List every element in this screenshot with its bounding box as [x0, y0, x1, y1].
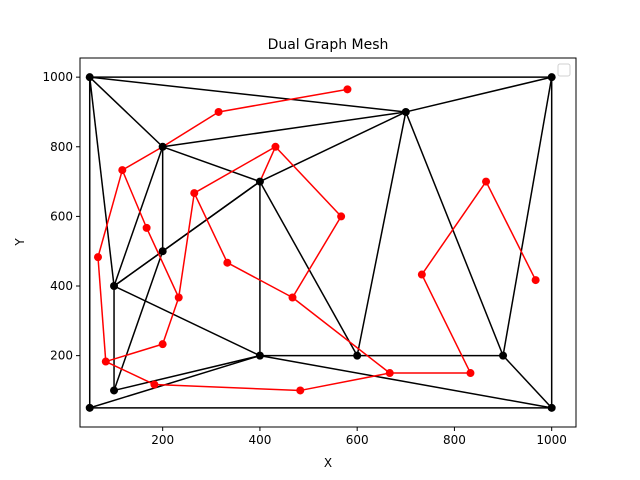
dual-vertex	[118, 166, 127, 175]
dual-edge	[485, 181, 537, 281]
mesh-vertex	[85, 73, 94, 82]
dual-edge	[177, 192, 196, 298]
mesh-edge	[162, 146, 261, 183]
dual-edge	[105, 343, 163, 363]
mesh-vertex	[547, 73, 556, 82]
x-axis-label: X	[324, 456, 332, 470]
dual-vertex	[174, 293, 183, 302]
mesh-vertex	[110, 386, 119, 395]
mesh-vertex	[255, 351, 264, 360]
dual-edge	[145, 227, 180, 298]
mesh-vertex	[158, 142, 167, 151]
mesh-edge	[89, 76, 164, 148]
mesh-edge	[88, 77, 115, 287]
mesh-edge	[356, 111, 407, 356]
dual-edge	[97, 169, 124, 258]
mesh-edge	[113, 146, 164, 287]
x-tick-label: 1000	[536, 433, 567, 447]
plot-area	[85, 73, 556, 412]
dual-vertex	[150, 380, 159, 389]
x-tick-label: 600	[346, 433, 369, 447]
mesh-vertex	[401, 107, 410, 116]
y-tick-label: 1000	[42, 70, 73, 84]
y-axis-label: Y	[13, 238, 27, 247]
mesh-edge	[113, 250, 164, 391]
mesh-vertex	[353, 351, 362, 360]
y-tick-label: 400	[50, 279, 73, 293]
mesh-vertex	[547, 403, 556, 412]
dual-vertex	[214, 107, 223, 116]
mesh-vertex	[255, 177, 264, 186]
dual-edge	[292, 296, 391, 374]
mesh-edge	[259, 354, 552, 409]
mesh-edge	[162, 111, 406, 148]
mesh-edge	[502, 355, 553, 409]
dual-edge	[162, 111, 219, 148]
y-tick-label: 200	[50, 349, 73, 363]
legend-box	[557, 63, 571, 77]
dual-edge	[259, 146, 277, 182]
mesh-edge	[113, 354, 261, 392]
mesh-vertex	[158, 247, 167, 256]
dual-edge	[121, 169, 148, 229]
mesh-edge	[259, 111, 407, 183]
mesh-edge	[113, 285, 261, 357]
x-tick-label: 400	[248, 433, 271, 447]
dual-edge	[274, 146, 342, 217]
mesh-edge	[89, 354, 261, 409]
dual-vertex	[466, 369, 475, 378]
dual-edge	[161, 297, 180, 345]
dual-edge	[291, 216, 342, 298]
mesh-vertex	[85, 403, 94, 412]
dual-vertex	[190, 189, 199, 198]
dual-vertex	[142, 223, 151, 232]
mesh-edge	[113, 180, 261, 287]
y-axis-ticks: 200 400 600 800 1000	[42, 70, 80, 363]
dual-vertex	[223, 258, 232, 267]
x-tick-label: 800	[443, 433, 466, 447]
mesh-edge	[259, 181, 358, 357]
dual-edge	[421, 274, 472, 374]
y-tick-label: 600	[50, 209, 73, 223]
plot-frame	[79, 57, 577, 428]
dual-vertex	[385, 369, 394, 378]
mesh-vertex	[110, 282, 119, 291]
dual-vertex	[337, 212, 346, 221]
dual-vertex	[296, 386, 305, 395]
dual-edge	[226, 262, 293, 299]
mesh-edge	[89, 76, 406, 113]
chart-title: Dual Graph Mesh	[268, 37, 389, 53]
mesh-edge	[502, 77, 553, 356]
x-tick-label: 200	[151, 433, 174, 447]
dual-vertex	[343, 85, 352, 94]
dual-vertex	[271, 142, 280, 151]
dual-edge	[105, 360, 155, 386]
dual-edge	[218, 88, 348, 113]
dual-vertex	[158, 340, 167, 349]
dual-edge	[154, 383, 301, 392]
dual-edge	[121, 146, 164, 171]
y-tick-label: 800	[50, 140, 73, 154]
dual-edge	[193, 146, 276, 194]
dual-edge	[421, 181, 487, 275]
dual-vertex	[288, 293, 297, 302]
dual-edge	[97, 257, 107, 362]
mesh-vertex	[499, 351, 508, 360]
mesh-edge	[405, 76, 552, 113]
dual-vertex	[482, 177, 491, 186]
dual-edge	[193, 192, 229, 264]
dual-vertex	[531, 276, 540, 285]
mesh-edge	[405, 111, 504, 356]
dual-vertex	[93, 253, 102, 262]
x-axis-ticks: 200 400 600 800 1000	[151, 427, 567, 447]
dual-edge	[300, 372, 390, 392]
dual-vertex	[417, 270, 426, 279]
dual-vertex	[101, 357, 110, 366]
